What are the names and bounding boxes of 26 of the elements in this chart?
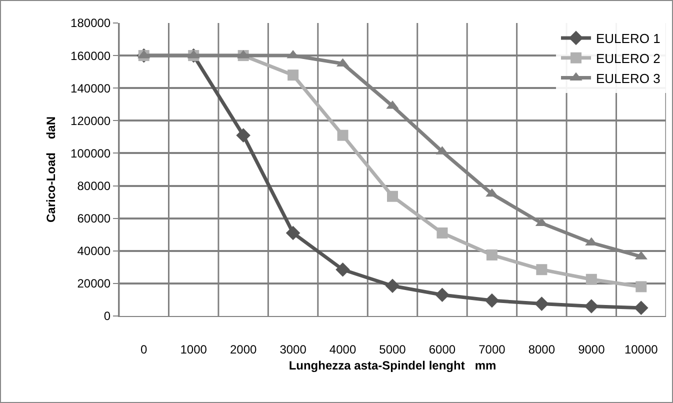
y-tick-label: 120000 (70, 114, 111, 128)
x-tick-label: 2000 (230, 342, 257, 356)
y-tick-label: 80000 (77, 178, 111, 193)
legend-label: EULERO 1 (596, 31, 660, 46)
x-axis-title: Lunghezza asta-Spindel lenght mm (288, 358, 496, 372)
y-tick-label: 160000 (70, 48, 111, 63)
x-tick-label: 5000 (379, 342, 406, 356)
x-tick-label: 6000 (428, 342, 456, 356)
x-tick-label: 8000 (528, 342, 556, 356)
y-tick-label: 40000 (77, 244, 111, 258)
x-tick-label: 10000 (624, 342, 658, 356)
y-tick-label: 180000 (70, 16, 111, 30)
x-tick-label: 4000 (329, 342, 356, 356)
y-tick-label: 100000 (70, 146, 111, 160)
x-tick-label: 9000 (578, 342, 606, 356)
x-tick-label: 0 (140, 342, 148, 356)
legend-label: EULERO 3 (596, 70, 660, 86)
legend-label: EULERO 2 (596, 50, 660, 66)
x-tick-label: 1000 (180, 342, 208, 356)
y-axis-title: Carico-Load daN (44, 116, 58, 223)
x-tick-label: 7000 (478, 342, 506, 356)
y-tick-label: 20000 (77, 276, 111, 291)
x-tick-label: 3000 (280, 342, 307, 356)
y-tick-label: 0 (104, 309, 111, 324)
y-tick-label: 140000 (70, 81, 111, 96)
y-tick-label: 60000 (77, 212, 111, 226)
